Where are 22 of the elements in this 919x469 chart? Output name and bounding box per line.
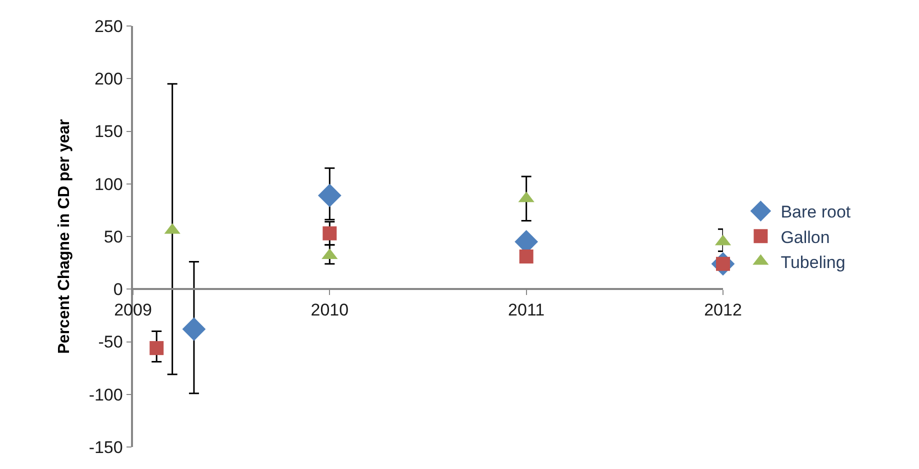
y-tick-label: 250 xyxy=(94,16,123,36)
legend-label: Gallon xyxy=(780,228,830,247)
point xyxy=(322,226,337,240)
point xyxy=(519,250,534,264)
legend-label: Bare root xyxy=(780,202,851,222)
y-axis-title: Percent Chagne in CD per year xyxy=(56,119,74,354)
x-tick-label: 2012 xyxy=(704,300,742,320)
point xyxy=(318,184,342,208)
x-tick-label: 2009 xyxy=(114,300,152,320)
y-tick-label: -150 xyxy=(88,438,123,457)
point xyxy=(150,341,164,356)
x-tick-label: 2010 xyxy=(310,300,349,320)
y-tick-label: -50 xyxy=(98,332,123,352)
x-tick-label: 2011 xyxy=(508,300,545,320)
legend-label: Tubeling xyxy=(780,252,846,272)
y-tick-label: 200 xyxy=(94,70,123,89)
y-tick-label: 0 xyxy=(113,280,123,300)
y-tick-label: 100 xyxy=(94,174,123,194)
point xyxy=(182,317,206,341)
y-tick-label: -100 xyxy=(88,385,123,404)
y-tick-label: 50 xyxy=(104,227,123,246)
y-tick-label: 150 xyxy=(94,122,123,142)
